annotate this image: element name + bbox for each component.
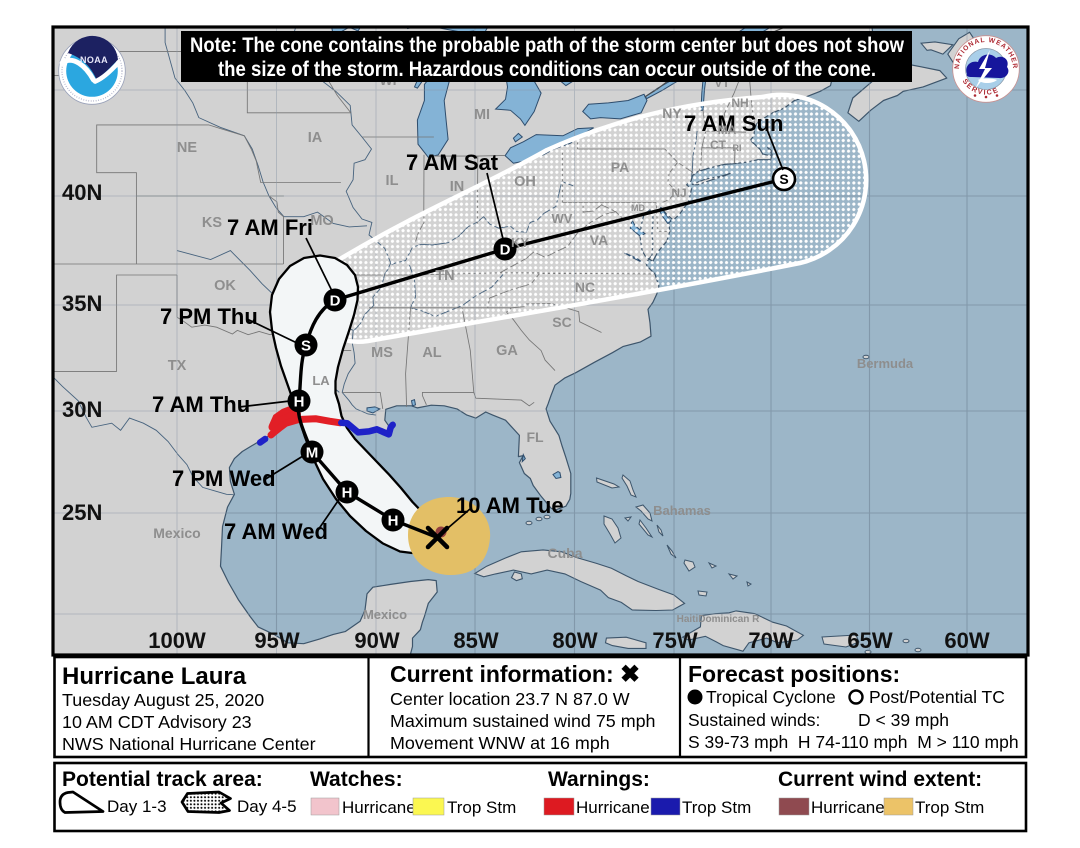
svg-text:Note: The cone contains the pr: Note: The cone contains the probable pat… [190,33,904,57]
svg-text:NC: NC [575,279,595,295]
svg-text:10 AM Tue: 10 AM Tue [456,493,564,518]
svg-text:Watches:: Watches: [310,768,403,791]
svg-text:IL: IL [386,173,399,189]
svg-text:Bermuda: Bermuda [857,356,914,371]
svg-text:Cuba: Cuba [548,545,583,561]
svg-text:30N: 30N [62,397,102,422]
svg-text:KS: KS [202,215,222,231]
svg-text:Day 1-3: Day 1-3 [107,797,167,816]
svg-text:WV: WV [552,211,573,226]
svg-text:S 39-73 mph H 74-110 mph M >: S 39-73 mph H 74-110 mph M > 110 mph [688,732,1019,752]
svg-text:Current wind extent:: Current wind extent: [778,768,982,791]
svg-text:60W: 60W [944,628,989,653]
svg-text:OK: OK [214,278,236,294]
svg-text:Trop Stm: Trop Stm [682,798,751,817]
svg-text:MD: MD [631,203,645,213]
svg-text:75W: 75W [652,628,697,653]
svg-text:NY: NY [662,105,682,121]
svg-text:D: D [500,242,511,259]
svg-text:MI: MI [474,107,490,123]
svg-text:7 AM Sun: 7 AM Sun [684,111,783,136]
svg-text:7 PM Wed: 7 PM Wed [172,466,276,491]
svg-text:TN: TN [435,268,454,284]
svg-text:Trop Stm: Trop Stm [915,798,984,817]
svg-text:85W: 85W [453,628,498,653]
svg-text:Sustained winds:: Sustained winds: [688,710,820,730]
svg-text:AL: AL [422,345,441,361]
svg-text:SC: SC [552,314,571,330]
svg-text:Forecast positions:: Forecast positions: [688,661,900,687]
svg-text:Current information: ✖: Current information: ✖ [390,661,640,688]
svg-text:D: D [330,293,341,310]
svg-text:S: S [779,171,788,187]
svg-text:Hurricane Laura: Hurricane Laura [62,663,247,690]
svg-text:the size of the storm. Hazardo: the size of the storm. Hazardous conditi… [218,57,876,81]
svg-text:Tuesday August 25, 2020: Tuesday August 25, 2020 [62,690,264,710]
svg-text:Hurricane: Hurricane [342,798,416,817]
svg-text:Movement WNW at 16 mph: Movement WNW at 16 mph [390,733,610,753]
svg-text:Trop Stm: Trop Stm [447,798,516,817]
svg-text:Warnings:: Warnings: [548,768,650,791]
svg-text:7 AM Thu: 7 AM Thu [152,392,250,417]
svg-text:RI: RI [733,143,742,153]
svg-text:LA: LA [312,373,330,388]
svg-text:90W: 90W [354,628,399,653]
svg-text:NJ: NJ [671,186,686,200]
svg-text:KY: KY [511,235,529,250]
svg-text:Mexico: Mexico [363,607,407,622]
svg-text:70W: 70W [748,628,793,653]
svg-text:CT: CT [710,138,727,152]
svg-text:M: M [306,445,319,462]
svg-text:7 AM Wed: 7 AM Wed [224,519,328,544]
svg-text:D < 39 mph: D < 39 mph [858,710,949,730]
svg-text:Potential track area:: Potential track area: [62,768,263,791]
svg-text:Day 4-5: Day 4-5 [237,797,297,816]
svg-text:35N: 35N [62,291,102,316]
svg-text:40N: 40N [62,180,102,205]
svg-text:Hurricane: Hurricane [576,798,650,817]
svg-text:NOAA: NOAA [80,55,108,65]
svg-text:7 AM Fri: 7 AM Fri [227,215,313,240]
svg-text:Mexico: Mexico [153,525,200,541]
svg-text:HaitiDominican R: HaitiDominican R [677,614,761,625]
svg-text:Post/Potential TC: Post/Potential TC [869,687,1005,707]
svg-text:IA: IA [308,130,323,146]
svg-text:80W: 80W [552,628,597,653]
svg-text:Bahamas: Bahamas [653,503,711,518]
svg-text:GA: GA [496,343,518,359]
svg-text:95W: 95W [254,628,299,653]
svg-text:H: H [342,485,353,502]
svg-text:Hurricane: Hurricane [811,798,885,817]
svg-text:OH: OH [514,174,536,190]
svg-text:PA: PA [611,159,629,175]
svg-text:25N: 25N [62,500,102,525]
svg-text:IN: IN [450,179,465,195]
svg-text:FL: FL [526,429,544,445]
svg-text:H: H [294,394,305,411]
svg-text:MA: MA [718,123,737,137]
svg-text:Center location 23.7 N 87.0 W: Center location 23.7 N 87.0 W [390,689,630,709]
svg-text:NWS National Hurricane Center: NWS National Hurricane Center [62,734,316,754]
svg-text:VA: VA [590,232,608,248]
svg-text:NE: NE [177,140,197,156]
svg-text:7 AM Sat: 7 AM Sat [406,150,499,175]
svg-text:Tropical Cyclone: Tropical Cyclone [706,687,836,707]
svg-text:65W: 65W [847,628,892,653]
svg-text:H: H [388,513,399,530]
svg-text:Maximum sustained wind 75 mph: Maximum sustained wind 75 mph [390,711,656,731]
svg-text:7 PM Thu: 7 PM Thu [160,304,258,329]
svg-text:TX: TX [168,358,187,374]
svg-text:S: S [301,338,311,355]
svg-text:MO: MO [310,213,333,229]
svg-text:NH: NH [731,96,748,110]
svg-text:MS: MS [371,345,393,361]
svg-text:10 AM CDT Advisory 23: 10 AM CDT Advisory 23 [62,712,252,732]
svg-text:100W: 100W [148,628,206,653]
